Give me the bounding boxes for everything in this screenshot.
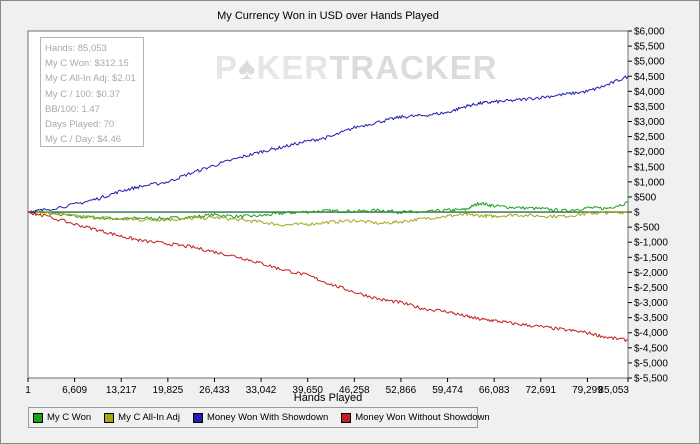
- stat-per-day: My C / Day: $4.46: [45, 134, 122, 146]
- x-tick-label: 13,217: [106, 385, 137, 396]
- stat-allin-adj: My C All-In Adj: $2.01: [45, 73, 136, 85]
- x-tick-label: 39,650: [292, 385, 323, 396]
- y-tick-label: $-5,500: [634, 374, 668, 385]
- x-tick-label: 6,609: [62, 385, 87, 396]
- legend-swatch: [33, 412, 43, 423]
- y-tick-label: $-1,000: [634, 238, 668, 249]
- legend-label: My C Won: [47, 412, 92, 423]
- y-tick-label: $5,000: [634, 57, 665, 68]
- series-line: [27, 75, 629, 214]
- x-tick-label: 19,825: [153, 385, 184, 396]
- y-tick-label: $-4,000: [634, 328, 668, 339]
- y-tick-label: $1,000: [634, 177, 665, 188]
- x-tick-label: 52,866: [386, 385, 417, 396]
- y-tick-label: $4,500: [634, 72, 665, 83]
- legend-item[interactable]: Money Won With Showdown: [192, 412, 329, 423]
- y-tick-label: $2,500: [634, 132, 665, 143]
- x-tick-label: 46,258: [339, 385, 370, 396]
- y-tick-label: $-5,000: [634, 358, 668, 369]
- y-tick-label: $3,500: [634, 102, 665, 113]
- series-line: [27, 210, 629, 342]
- x-tick-label: 26,433: [199, 385, 230, 396]
- y-tick-label: $-4,500: [634, 343, 668, 354]
- stat-days: Days Played: 70: [45, 119, 115, 131]
- y-tick-label: $-1,500: [634, 253, 668, 264]
- y-tick-label: $3,000: [634, 117, 665, 128]
- legend-item[interactable]: Money Won Without Showdown: [341, 412, 490, 423]
- stat-hands: Hands: 85,053: [45, 43, 107, 54]
- y-tick-label: $-500: [634, 223, 660, 234]
- y-tick-label: $5,500: [634, 42, 665, 53]
- legend-swatch: [192, 412, 203, 423]
- x-tick-label: 33,042: [246, 385, 277, 396]
- y-tick-label: $-3,500: [634, 313, 668, 324]
- stat-per-100: My C / 100: $0.37: [45, 88, 120, 100]
- legend-item[interactable]: My C Won: [33, 412, 91, 423]
- legend-swatch: [341, 412, 352, 423]
- pokertracker-watermark: P♠KERTRACKER: [215, 49, 498, 86]
- x-axis-label: Hands Played: [294, 392, 363, 404]
- y-tick-label: $1,500: [634, 162, 665, 173]
- y-tick-label: $: [634, 208, 640, 219]
- y-tick-label: $2,000: [634, 147, 665, 158]
- legend-label: Money Won Without Showdown: [355, 412, 490, 423]
- y-tick-label: $4,000: [634, 87, 665, 98]
- legend: My C Won My C All-In Adj Money Won With …: [28, 407, 490, 428]
- legend-swatch: [104, 412, 115, 423]
- x-tick-label: 1: [25, 385, 31, 396]
- y-tick-label: $-2,000: [634, 268, 668, 279]
- stat-won: My C Won: $312.15: [45, 58, 129, 70]
- series-line: [28, 209, 629, 227]
- y-tick-label: $-3,000: [634, 298, 668, 309]
- stats-box: Hands: 85,053 My C Won: $312.15 My C All…: [40, 37, 144, 147]
- x-tick-label: 72,691: [525, 385, 556, 396]
- y-tick-label: $6,000: [634, 27, 665, 38]
- y-tick-label: $-2,500: [634, 283, 668, 294]
- legend-label: My C All-In Adj: [118, 412, 180, 423]
- x-tick-label: 66,083: [479, 385, 510, 396]
- legend-label: Money Won With Showdown: [206, 412, 329, 423]
- x-tick-label: 79,299: [572, 385, 603, 396]
- legend-item[interactable]: My C All-In Adj: [104, 412, 180, 423]
- x-tick-label: 85,053: [598, 385, 629, 396]
- y-tick-label: $500: [634, 192, 657, 203]
- stat-bb-100: BB/100: 1.47: [45, 103, 100, 115]
- chart-title: My Currency Won in USD over Hands Played: [217, 10, 439, 22]
- x-tick-label: 59,474: [432, 385, 463, 396]
